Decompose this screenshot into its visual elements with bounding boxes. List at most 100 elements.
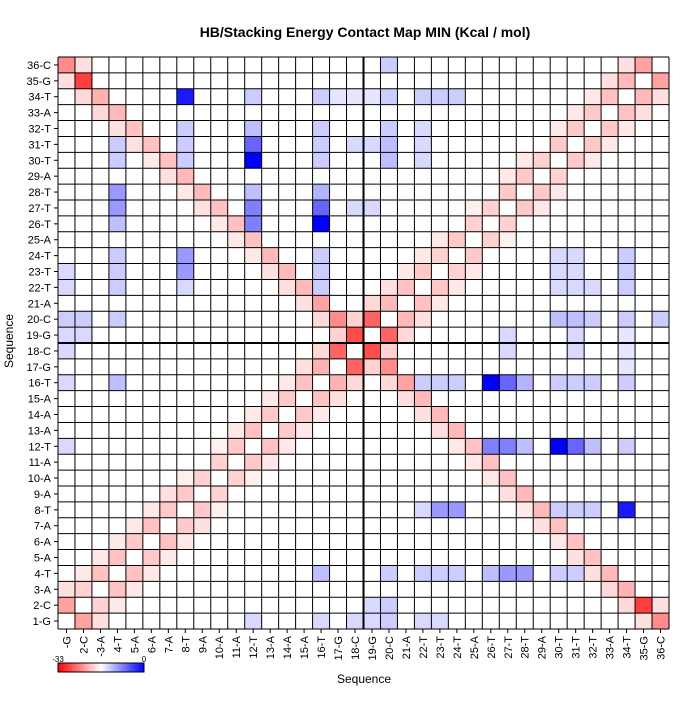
heatmap-cell — [618, 438, 636, 455]
heatmap-cell — [312, 152, 330, 169]
heatmap-cell — [482, 231, 500, 248]
heatmap-cell — [431, 501, 449, 518]
heatmap-cell — [210, 438, 228, 455]
heatmap-cell — [533, 501, 551, 518]
heatmap-cell — [567, 120, 585, 137]
x-tick-label: 17-G — [333, 636, 345, 660]
heatmap-cell — [618, 247, 636, 264]
heatmap-cell — [397, 390, 415, 407]
heatmap-cell — [431, 613, 449, 629]
heatmap-cell — [516, 486, 534, 502]
heatmap-cell — [550, 136, 568, 153]
heatmap-cell — [482, 200, 500, 216]
y-tick-label: 11-A — [29, 457, 52, 469]
heatmap-cell — [652, 597, 669, 614]
heatmap-cell — [516, 168, 534, 185]
x-tick-label: 10-A — [214, 635, 226, 659]
heatmap-cell — [142, 501, 160, 518]
heatmap-cell — [244, 454, 262, 471]
heatmap-cell — [584, 438, 602, 455]
x-tick-label: 19-G — [367, 636, 379, 660]
heatmap-cell — [550, 533, 568, 550]
heatmap-cell — [312, 200, 330, 216]
heatmap-cell — [244, 152, 262, 169]
heatmap-cell — [635, 57, 653, 73]
heatmap-cell — [550, 501, 568, 518]
heatmap-cell — [363, 343, 381, 359]
heatmap-cell — [380, 597, 398, 614]
y-tick-label: 16-T — [28, 378, 51, 390]
heatmap-cell — [618, 358, 636, 375]
y-tick-label: 15-A — [28, 394, 52, 406]
x-tick-label: 31-T — [571, 636, 583, 659]
heatmap-cell — [431, 422, 449, 439]
heatmap-cell — [244, 406, 262, 423]
heatmap-cell — [312, 88, 330, 105]
heatmap-cell — [414, 613, 432, 629]
y-tick-label: 21-A — [28, 298, 52, 310]
x-tick-label: 6-A — [146, 635, 158, 653]
heatmap-cell — [550, 374, 568, 391]
heatmap-cell — [244, 613, 262, 629]
heatmap-cell — [74, 613, 92, 629]
heatmap-cell — [465, 263, 483, 280]
heatmap-cell — [295, 358, 313, 375]
heatmap-cell — [567, 247, 585, 264]
heatmap-cell — [584, 136, 602, 153]
heatmap-cell — [244, 200, 262, 216]
y-tick-label: 24-T — [28, 251, 51, 263]
heatmap-cell — [414, 247, 432, 264]
heatmap-cell — [176, 120, 194, 137]
y-tick-label: 36-C — [27, 60, 51, 72]
heatmap-cell — [499, 168, 517, 185]
heatmap-cell — [431, 88, 449, 105]
heatmap-cell — [108, 533, 126, 550]
heatmap-cell — [108, 581, 126, 598]
heatmap-cell — [397, 311, 415, 328]
heatmap-cell — [550, 279, 568, 296]
heatmap-cell — [159, 533, 177, 550]
heatmap-cell — [108, 247, 126, 264]
heatmap-cell — [550, 438, 568, 455]
x-tick-label: 13-A — [265, 635, 277, 659]
heatmap-cell — [261, 454, 279, 471]
heatmap-cell — [414, 565, 432, 582]
heatmap-cell — [278, 374, 296, 391]
heatmap-cell — [448, 565, 466, 582]
heatmap-cell — [193, 501, 211, 518]
heatmap-cell — [414, 136, 432, 153]
heatmap-cell — [58, 57, 75, 73]
heatmap-cell — [108, 311, 126, 328]
heatmap-cell — [499, 327, 517, 343]
heatmap-cell — [244, 184, 262, 200]
heatmap-cell — [58, 279, 75, 296]
x-tick-labels: -G 2-C -3-A 4-T 5-A 6-A 7-A 8-T 9-A 10-A 11-A 12-T 1… — [61, 629, 668, 660]
y-tick-label: 14-A — [28, 410, 52, 422]
heatmap-cell — [618, 343, 636, 359]
heatmap-cell — [380, 327, 398, 343]
heatmap-cell — [261, 438, 279, 455]
y-tick-labels: 1-G 2-C 3-A 4-T 5-A 6-A 7-A 8-T 9-A 10-A 11-A 12-T 1… — [27, 60, 58, 628]
y-tick-label: 31-T — [28, 139, 51, 151]
heatmap-cell — [142, 565, 160, 582]
y-tick-label: 7-A — [34, 521, 52, 533]
heatmap-cell — [227, 438, 245, 455]
heatmap-cell — [380, 152, 398, 169]
y-tick-label: 30-T — [28, 155, 51, 167]
heatmap-cell — [380, 613, 398, 629]
heatmap-cell — [176, 247, 194, 264]
heatmap-cell — [125, 120, 143, 137]
heatmap-cell — [261, 390, 279, 407]
heatmap-cell — [346, 311, 364, 328]
heatmap-cell — [652, 311, 669, 328]
heatmap-cell — [363, 200, 381, 216]
x-tick-label: 22-T — [418, 636, 430, 659]
heatmap-cell — [363, 597, 381, 614]
heatmap-cell — [414, 263, 432, 280]
heatmap-cell — [329, 311, 347, 328]
heatmap-cell — [618, 311, 636, 328]
heatmap-cell — [618, 279, 636, 296]
heatmap-cell — [584, 565, 602, 582]
x-tick-label: 23-T — [435, 636, 447, 659]
